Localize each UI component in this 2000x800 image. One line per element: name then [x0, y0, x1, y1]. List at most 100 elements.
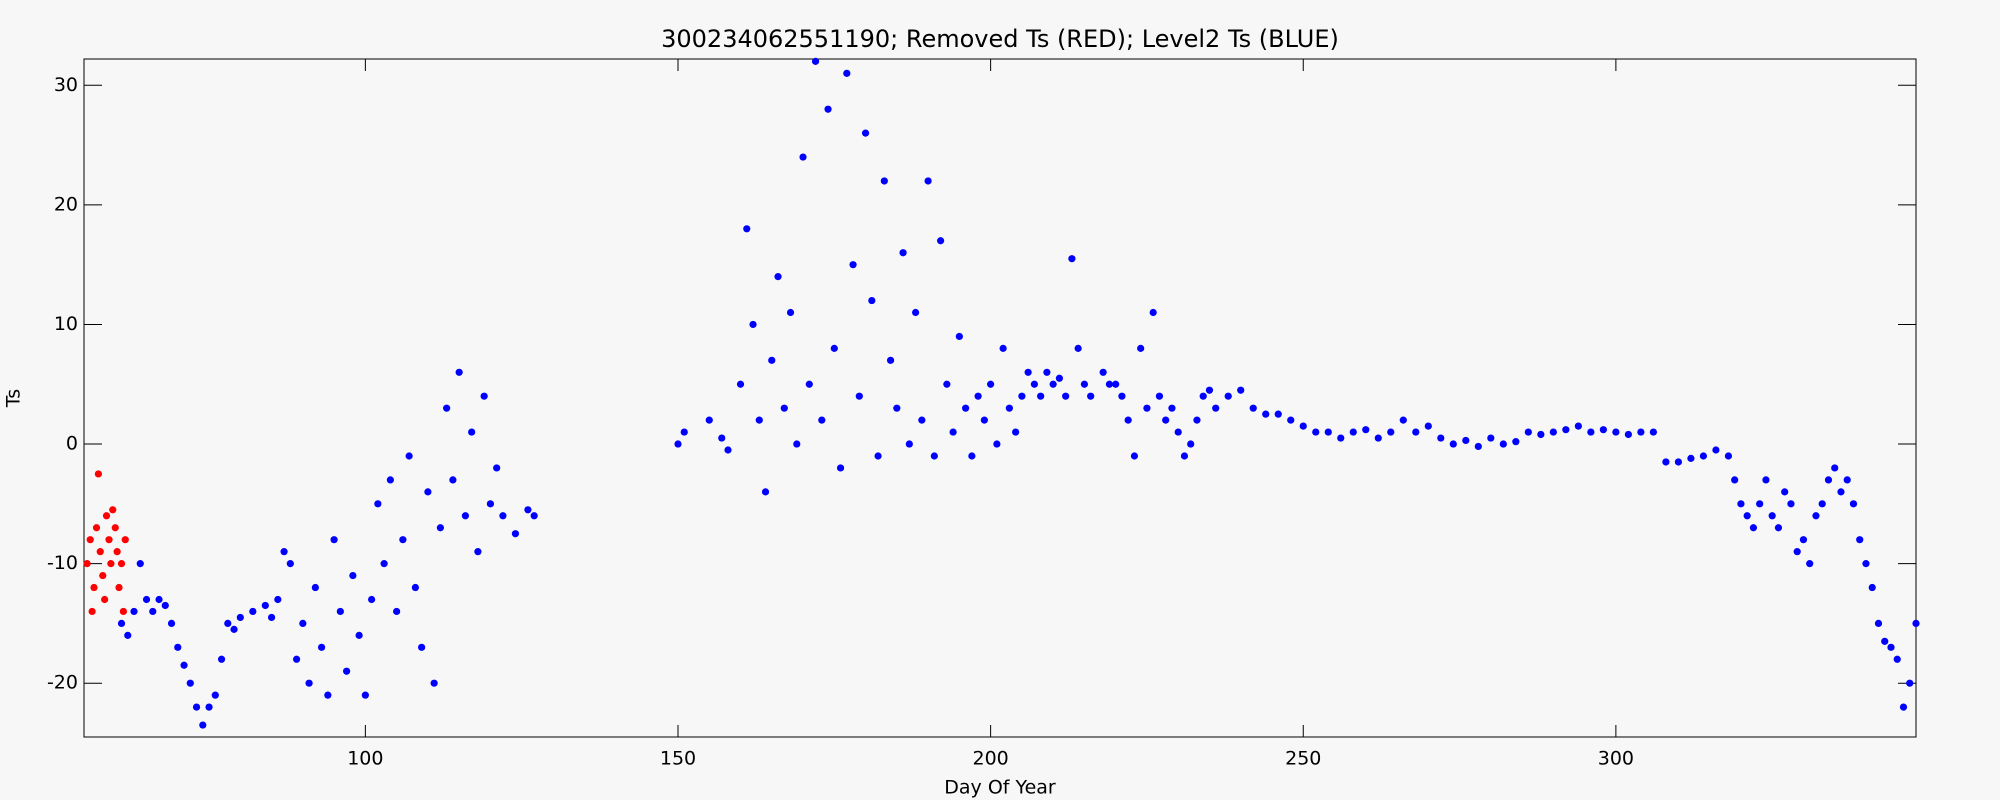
point [1774, 524, 1783, 532]
point [1024, 368, 1032, 376]
chart-title: 300234062551190; Removed Ts (RED); Level… [661, 25, 1339, 53]
point [1349, 428, 1357, 436]
point [1868, 583, 1876, 592]
point [799, 153, 807, 161]
point [680, 428, 688, 436]
point [724, 446, 732, 454]
point [1099, 368, 1107, 376]
point [755, 416, 763, 424]
point [217, 655, 226, 663]
point [1387, 428, 1395, 436]
point [186, 679, 194, 687]
point [161, 601, 169, 610]
point [1799, 536, 1808, 544]
point [380, 560, 388, 568]
point [355, 631, 363, 639]
point [761, 488, 770, 496]
point [1499, 440, 1507, 448]
point [436, 524, 444, 532]
point [1180, 452, 1189, 460]
point [102, 512, 111, 520]
point [99, 571, 107, 580]
point [1537, 430, 1545, 439]
point [113, 548, 121, 556]
point [361, 691, 369, 699]
point [949, 428, 957, 436]
point [1262, 410, 1270, 418]
point [1887, 643, 1895, 651]
point [199, 721, 207, 729]
point [1155, 392, 1164, 400]
point [1449, 440, 1457, 448]
point [743, 225, 751, 233]
point [1712, 446, 1720, 454]
point [1787, 500, 1795, 508]
point [1612, 428, 1620, 436]
point [1312, 428, 1320, 436]
point [211, 691, 219, 699]
point [115, 583, 123, 592]
point [736, 380, 745, 388]
point [911, 308, 920, 317]
point [386, 476, 394, 484]
point [1649, 428, 1657, 436]
point [836, 464, 845, 472]
point [92, 524, 101, 532]
point [393, 607, 401, 616]
point [1687, 454, 1695, 462]
point [1174, 428, 1182, 436]
point [1168, 404, 1176, 412]
point [1474, 442, 1482, 451]
point [1662, 458, 1670, 466]
y-tick-label: 10 [54, 313, 78, 335]
point [718, 434, 726, 442]
point [1149, 308, 1157, 317]
point [1806, 560, 1814, 568]
point [349, 571, 357, 580]
point [90, 583, 98, 592]
point [343, 667, 351, 675]
point [705, 416, 713, 424]
point [119, 607, 127, 616]
point [1424, 422, 1432, 430]
point [107, 560, 115, 568]
point [1130, 452, 1139, 460]
point [1881, 637, 1889, 645]
point [1699, 452, 1708, 460]
x-tick-label: 100 [347, 748, 383, 770]
point [1080, 380, 1089, 388]
point [1637, 428, 1645, 436]
point [474, 548, 482, 556]
point [1874, 619, 1883, 628]
point [405, 452, 413, 460]
point [130, 607, 138, 616]
point [811, 57, 820, 65]
point [893, 404, 901, 412]
point [430, 679, 438, 687]
point [124, 631, 132, 639]
point [324, 691, 332, 699]
point [299, 619, 307, 628]
point [843, 69, 851, 77]
point [1274, 410, 1282, 418]
point [1906, 679, 1914, 687]
point [94, 470, 102, 478]
point [1112, 380, 1120, 388]
point [109, 506, 117, 514]
point [305, 679, 313, 687]
y-tick-label: 20 [54, 193, 78, 215]
point [918, 416, 926, 424]
point [1412, 428, 1420, 436]
point [1049, 380, 1057, 388]
point [793, 440, 801, 448]
point [174, 643, 182, 651]
point [993, 440, 1001, 448]
point [849, 261, 857, 269]
y-tick-label: -10 [47, 552, 78, 574]
point [1055, 374, 1063, 382]
point [1237, 386, 1245, 394]
point [1562, 426, 1570, 434]
point [861, 129, 870, 137]
point [142, 595, 151, 604]
